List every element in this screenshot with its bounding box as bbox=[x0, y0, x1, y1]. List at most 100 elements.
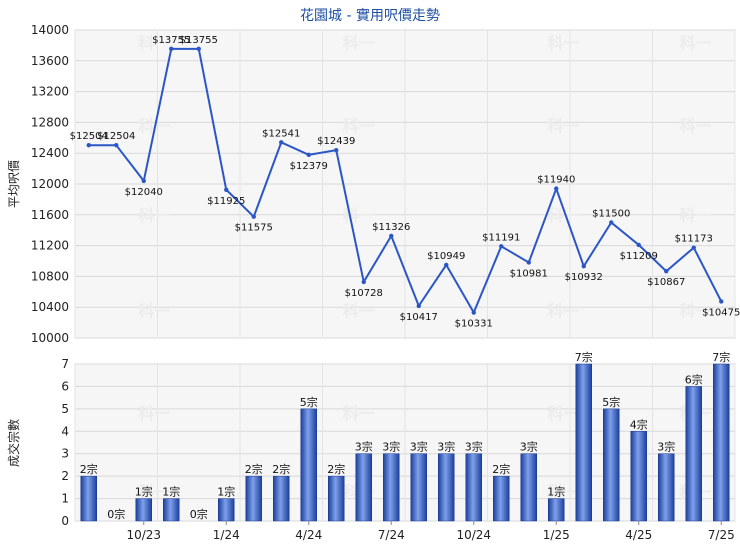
volume-y-tick-label: 4 bbox=[61, 424, 69, 438]
price-point bbox=[389, 233, 394, 239]
price-data-label: $12504 bbox=[97, 131, 135, 142]
watermark: 科一 bbox=[679, 301, 711, 320]
volume-data-label: 2宗 bbox=[80, 462, 98, 476]
price-data-label: $12379 bbox=[290, 161, 328, 172]
x-tick-label: 10/24 bbox=[456, 528, 491, 542]
price-point bbox=[279, 140, 284, 145]
volume-data-label: 1宗 bbox=[217, 485, 235, 499]
volume-data-label: 2宗 bbox=[327, 462, 345, 476]
price-point bbox=[306, 152, 311, 158]
x-tick-label: 1/25 bbox=[543, 528, 570, 542]
volume-bar bbox=[245, 475, 262, 522]
volume-bars bbox=[80, 363, 730, 522]
volume-data-label: 1宗 bbox=[135, 485, 153, 499]
volume-bar bbox=[355, 453, 372, 522]
watermark: 科一 bbox=[679, 117, 711, 136]
watermark: 科一 bbox=[343, 301, 375, 320]
volume-grid bbox=[74, 363, 736, 522]
volume-data-label: 3宗 bbox=[382, 440, 400, 454]
price-point bbox=[609, 220, 614, 225]
price-data-label: $12040 bbox=[125, 187, 163, 198]
price-data-label: $10331 bbox=[455, 319, 493, 330]
volume-data-label: 6宗 bbox=[685, 372, 703, 386]
price-data-label: $11940 bbox=[537, 175, 575, 186]
price-point bbox=[361, 279, 366, 285]
price-point bbox=[224, 187, 229, 192]
volume-data-label: 4宗 bbox=[630, 417, 648, 431]
watermark: 科一 bbox=[547, 206, 579, 225]
volume-data-label: 2宗 bbox=[492, 462, 510, 476]
volume-data-label: 1宗 bbox=[547, 485, 565, 499]
x-tick-label: 4/24 bbox=[295, 528, 322, 542]
watermark: 科一 bbox=[138, 301, 170, 320]
price-line bbox=[88, 47, 723, 315]
chart-title: 花園城 - 實用呎價走勢 bbox=[300, 7, 440, 24]
volume-bar bbox=[410, 453, 427, 522]
price-data-label: $10728 bbox=[345, 288, 383, 299]
x-tick-label: 10/23 bbox=[126, 528, 161, 542]
price-data-label: $12439 bbox=[317, 136, 355, 147]
volume-data-label: 3宗 bbox=[410, 440, 428, 454]
price-data-label: $13755 bbox=[180, 35, 218, 46]
price-y-tick-label: 13200 bbox=[31, 85, 69, 99]
volume-y-ticks: 0 1 2 3 4 5 6 7 bbox=[61, 357, 69, 528]
volume-data-label: 7宗 bbox=[575, 350, 593, 364]
volume-bar bbox=[630, 431, 647, 522]
volume-bar bbox=[163, 498, 180, 522]
volume-data-label: 3宗 bbox=[520, 440, 538, 454]
x-tick-label: 4/25 bbox=[625, 528, 652, 542]
volume-data-labels: 2宗 0宗 1宗 1宗 0宗 1宗 2宗 2宗 5宗 2宗 3宗 3宗 3宗 3宗 3宗 2宗 3宗 1宗 7宗 5宗… bbox=[80, 350, 731, 521]
volume-data-label: 3宗 bbox=[437, 440, 455, 454]
price-y-axis-label: 平均呎價 bbox=[7, 160, 21, 208]
volume-data-label: 7宗 bbox=[712, 350, 730, 364]
price-y-tick-label: 13600 bbox=[31, 54, 69, 68]
volume-bar bbox=[685, 386, 702, 522]
price-data-label: $11209 bbox=[620, 251, 658, 262]
price-data-label: $11925 bbox=[207, 196, 245, 207]
watermark: 科一 bbox=[679, 206, 711, 225]
price-data-label: $12541 bbox=[262, 128, 300, 139]
volume-bar bbox=[603, 408, 620, 522]
volume-bar bbox=[575, 363, 592, 522]
price-point bbox=[554, 186, 559, 191]
price-data-label: $11173 bbox=[675, 234, 713, 245]
watermark: 科一 bbox=[547, 117, 579, 136]
price-point bbox=[114, 142, 119, 148]
price-y-tick-label: 11600 bbox=[31, 208, 69, 222]
price-data-label: $13755 bbox=[152, 35, 190, 46]
volume-bar bbox=[328, 475, 345, 522]
price-y-tick-label: 10400 bbox=[31, 300, 69, 314]
volume-y-tick-label: 2 bbox=[61, 469, 69, 483]
price-point bbox=[444, 262, 449, 268]
price-series bbox=[86, 46, 724, 315]
volume-data-label: 5宗 bbox=[602, 395, 620, 409]
volume-y-tick-label: 3 bbox=[61, 447, 69, 461]
watermark: 科一 bbox=[343, 404, 375, 423]
price-point bbox=[471, 310, 476, 315]
price-y-tick-label: 12800 bbox=[31, 115, 69, 129]
price-point bbox=[581, 264, 586, 269]
price-point bbox=[251, 214, 256, 219]
price-y-tick-label: 12400 bbox=[31, 146, 69, 160]
volume-bar bbox=[658, 453, 675, 522]
volume-bar bbox=[273, 475, 290, 522]
watermark: 科一 bbox=[343, 33, 375, 52]
price-point bbox=[416, 303, 421, 309]
watermark: 科一 bbox=[138, 33, 170, 52]
volume-bar bbox=[713, 363, 730, 522]
price-data-label: $11191 bbox=[482, 232, 520, 243]
watermark: 科一 bbox=[343, 117, 375, 136]
price-data-label: $10417 bbox=[400, 312, 438, 323]
price-data-label: $12504 bbox=[70, 131, 108, 142]
price-y-tick-label: 10800 bbox=[31, 269, 69, 283]
volume-bar bbox=[135, 498, 152, 522]
price-point bbox=[499, 244, 504, 249]
watermark: 科一 bbox=[138, 206, 170, 225]
volume-y-axis-label: 成交宗數 bbox=[6, 419, 21, 467]
price-point bbox=[196, 46, 201, 52]
price-point bbox=[141, 178, 146, 184]
price-point bbox=[691, 245, 696, 250]
